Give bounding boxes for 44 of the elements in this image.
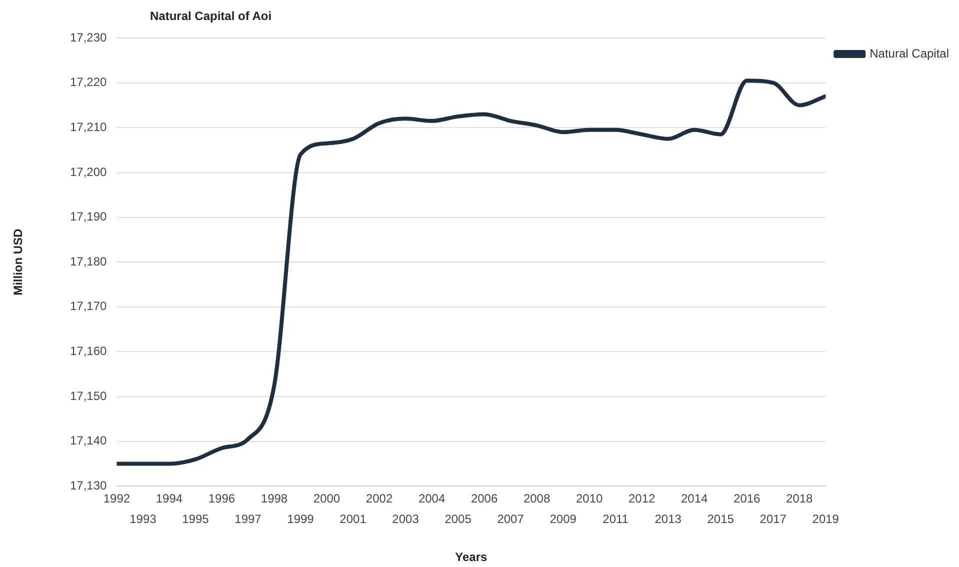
x2-tick-label: 1995 bbox=[182, 512, 210, 526]
legend-label: Natural Capital bbox=[870, 46, 950, 60]
line-series bbox=[116, 78, 826, 466]
x2-tick-label: 1997 bbox=[234, 512, 262, 526]
y-tick-label: 17,150 bbox=[70, 388, 108, 403]
y-tick-label: 17,220 bbox=[70, 75, 108, 90]
x2-tick-label: 1993 bbox=[130, 512, 157, 526]
x-tick-label: 1992 bbox=[103, 492, 130, 506]
x-tick-label: 2014 bbox=[680, 492, 708, 506]
x2-tick-label: 2017 bbox=[760, 512, 787, 526]
x2-tick-label: 2003 bbox=[392, 512, 420, 526]
x2-tick-label: 2013 bbox=[654, 512, 682, 526]
x-tick-label: 2004 bbox=[418, 492, 446, 506]
x2-tick-label: 2007 bbox=[497, 512, 524, 526]
y-tick-label: 17,160 bbox=[70, 344, 108, 358]
y-tick-label: 17,210 bbox=[70, 120, 108, 134]
x-tick-label: 2006 bbox=[470, 492, 498, 506]
x-tick-label: 2010 bbox=[576, 492, 603, 506]
y-axis-title: Million USD bbox=[11, 228, 25, 296]
y-tick-label: 17,190 bbox=[70, 210, 108, 224]
x-tick-label: 2016 bbox=[734, 492, 761, 506]
x-tick-label: 1996 bbox=[208, 492, 236, 506]
x2-tick-label: 1999 bbox=[287, 512, 314, 526]
y-tick-label: 17,200 bbox=[70, 164, 108, 179]
x-tick-label: 1998 bbox=[260, 492, 288, 506]
y-tick-label: 17,180 bbox=[70, 254, 108, 268]
x-tick-label: 2000 bbox=[313, 492, 340, 506]
x-tick-label: 2012 bbox=[628, 492, 656, 506]
x-tick-label: 2002 bbox=[366, 492, 393, 506]
x2-tick-label: 2005 bbox=[444, 512, 472, 526]
x2-tick-label: 2001 bbox=[340, 512, 367, 526]
x2-tick-label: 2009 bbox=[550, 512, 577, 526]
y-tick-label: 17,140 bbox=[70, 434, 108, 448]
y-tick-label: 17,230 bbox=[70, 30, 108, 44]
chart-title: Natural Capital of Aoi bbox=[150, 9, 272, 23]
x-tick-label: 2008 bbox=[523, 492, 550, 506]
x-axis-title: Years bbox=[455, 550, 488, 564]
x2-tick-label: 2019 bbox=[812, 512, 840, 526]
x2-tick-label: 2011 bbox=[602, 512, 629, 526]
x-tick-label: 1994 bbox=[156, 492, 183, 506]
x2-tick-label: 2015 bbox=[707, 512, 734, 526]
y-tick-label: 17,130 bbox=[70, 478, 108, 493]
x-tick-label: 2018 bbox=[786, 492, 814, 506]
y-tick-label: 17,170 bbox=[70, 299, 108, 314]
